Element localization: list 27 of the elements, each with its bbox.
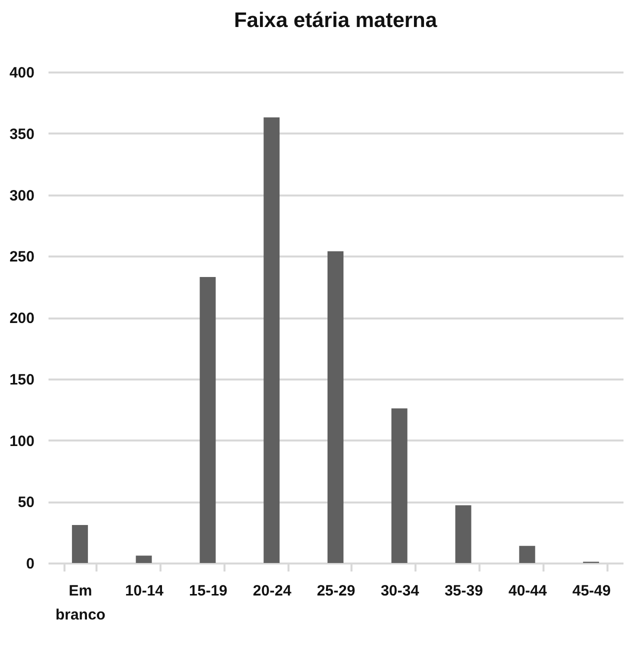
y-tick-label: 300 [9, 187, 34, 204]
bar [328, 251, 344, 563]
x-tick-label: 20-24 [252, 582, 292, 600]
y-tick-label: 400 [9, 64, 34, 82]
x-tick-label: 45-49 [572, 582, 611, 600]
x-tick-label: 40-44 [508, 582, 548, 600]
y-tick-label: 350 [9, 126, 34, 143]
y-tick-label: 250 [9, 248, 34, 266]
y-tick-label: 200 [9, 310, 34, 327]
y-tick-label: 50 [18, 494, 34, 512]
bar [136, 556, 152, 563]
x-tick-label: Em branco [55, 582, 106, 624]
x-tick-label: 25-29 [316, 582, 356, 600]
x-tick-label: 35-39 [444, 582, 483, 600]
y-tick-label: 100 [9, 432, 34, 450]
x-tick-label: 10-14 [125, 582, 164, 600]
chart-title: Faixa etária materna [234, 9, 438, 32]
bar [72, 524, 88, 563]
bar [391, 408, 408, 563]
bar [264, 117, 280, 563]
bar [455, 505, 472, 563]
bar [200, 276, 216, 563]
y-tick-label: 0 [26, 556, 34, 572]
x-tick-label: 30-34 [380, 582, 420, 600]
y-tick-label: 150 [9, 371, 34, 388]
x-tick-label: 15-19 [189, 582, 228, 600]
bar [519, 546, 536, 563]
